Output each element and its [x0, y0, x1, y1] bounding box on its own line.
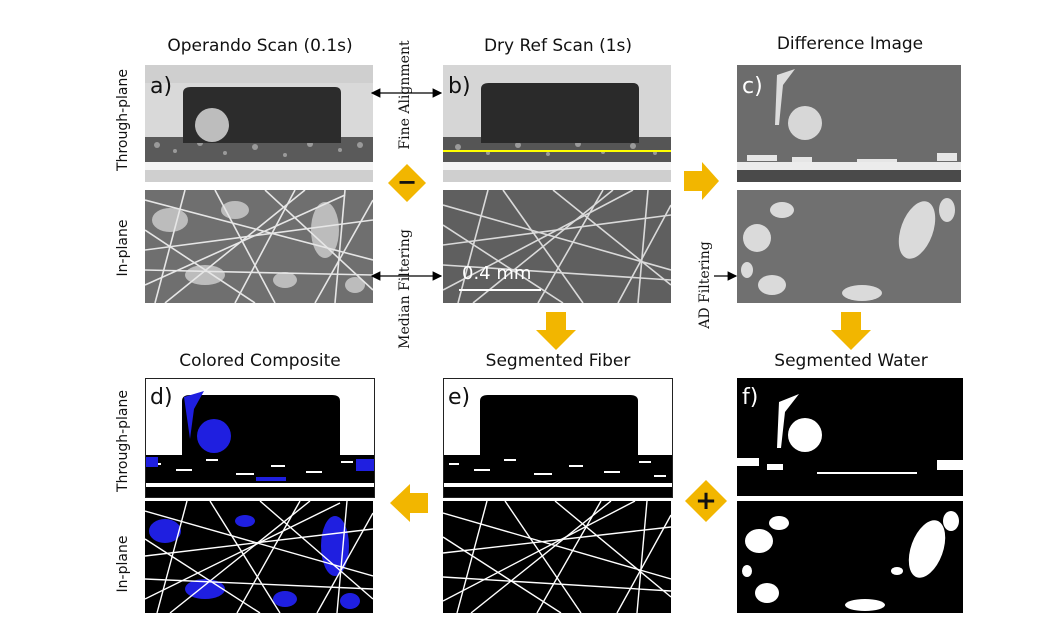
- minus-diamond-icon: [388, 164, 426, 202]
- panel-a-through-plane: [145, 65, 373, 182]
- panel-f-through-plane: [737, 378, 963, 496]
- plus-diamond-icon: [685, 480, 727, 522]
- panel-label-b: b): [448, 74, 471, 99]
- panel-e-in-plane: [443, 501, 671, 613]
- panel-label-e: e): [448, 385, 471, 410]
- panel-label-c: c): [742, 74, 763, 99]
- panel-c-through-plane: [737, 65, 961, 182]
- panel-b-through-plane: [443, 65, 671, 182]
- flow-arrow-left-icon: [390, 484, 428, 522]
- title-colored-composite: Colored Composite: [179, 351, 341, 371]
- panel-label-f: f): [742, 385, 759, 410]
- panel-f-in-plane: [737, 501, 963, 613]
- title-segmented-water: Segmented Water: [774, 351, 928, 371]
- panel-b-in-plane: [443, 190, 671, 303]
- title-segmented-fiber: Segmented Fiber: [485, 351, 631, 371]
- plus-operator: +: [695, 486, 717, 516]
- flow-arrow-down-fiber-icon: [536, 312, 576, 350]
- panel-label-a: a): [150, 74, 173, 99]
- panel-a-in-plane: [145, 190, 373, 303]
- panel-d-through-plane: [145, 378, 375, 498]
- title-difference-image: Difference Image: [776, 34, 924, 54]
- panel-d-in-plane: [145, 501, 373, 613]
- title-dry-ref-scan: Dry Ref Scan (1s): [483, 36, 633, 56]
- flow-arrow-right-icon: [684, 162, 719, 200]
- panel-c-in-plane: [737, 190, 961, 303]
- scale-bar-label: 0.4 mm: [462, 263, 532, 284]
- panel-e-through-plane: [443, 378, 673, 498]
- panel-label-d: d): [150, 385, 173, 410]
- title-operando-scan: Operando Scan (0.1s): [167, 36, 353, 56]
- minus-operator: −: [396, 168, 418, 196]
- flow-arrow-down-water-icon: [831, 312, 871, 350]
